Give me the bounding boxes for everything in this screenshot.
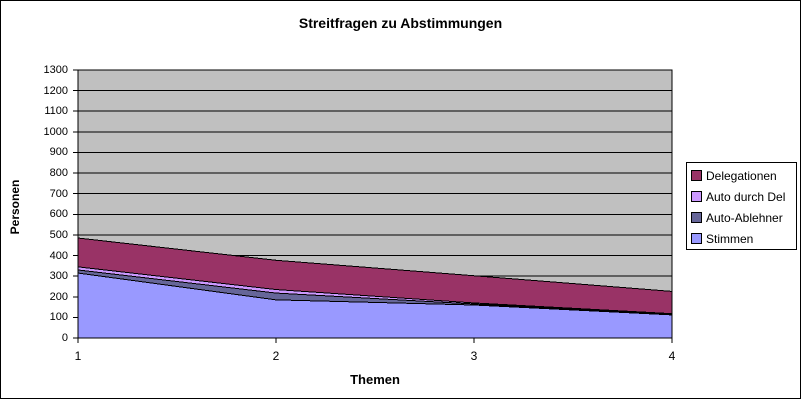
legend-item-delegationen: Delegationen — [691, 165, 796, 186]
legend-item-stimmen: Stimmen — [691, 228, 796, 249]
legend-item-auto-ablehner: Auto-Ablehner — [691, 207, 796, 228]
legend-label-delegationen: Delegationen — [706, 168, 777, 183]
y-axis-tick-label: 900 — [49, 146, 68, 159]
y-axis-tick-label: 200 — [49, 290, 68, 303]
y-axis-tick-label: 1000 — [43, 125, 68, 138]
y-axis-tick-label: 100 — [49, 311, 68, 324]
legend-swatch-stimmen — [691, 233, 702, 244]
y-axis-tick-label: 0 — [61, 332, 68, 344]
y-axis-tick-label: 1300 — [43, 64, 68, 76]
plot-border — [77, 69, 673, 339]
y-axis-tick-label: 500 — [49, 228, 68, 241]
x-axis-tick-label: 1 — [74, 349, 82, 363]
y-axis-tick-label: 700 — [49, 187, 68, 200]
legend-label-auto-durch-del: Auto durch Del — [706, 189, 786, 204]
x-axis-title: Themen — [350, 372, 400, 387]
y-axis-tick-label: 600 — [49, 208, 68, 221]
y-axis-tick-label: 400 — [49, 249, 68, 262]
legend-label-stimmen: Stimmen — [706, 231, 754, 246]
x-axis-tick-label: 2 — [272, 349, 280, 363]
legend-label-auto-ablehner: Auto-Ablehner — [706, 210, 783, 225]
legend-item-auto-durch-del: Auto durch Del — [691, 186, 796, 207]
x-axis-tick-label: 4 — [668, 349, 676, 363]
legend-swatch-auto-ablehner — [691, 212, 702, 223]
x-axis-tick-label: 3 — [470, 349, 478, 363]
y-axis-tick-label: 300 — [49, 270, 68, 283]
legend-swatch-auto-durch-del — [691, 191, 702, 202]
y-axis-tick-label: 1200 — [43, 84, 68, 97]
legend: Delegationen Auto durch Del Auto-Ablehne… — [686, 162, 797, 250]
legend-swatch-delegationen — [691, 170, 702, 181]
y-axis-tick-label: 800 — [49, 167, 68, 180]
chart-title: Streitfragen zu Abstimmungen — [298, 15, 503, 31]
y-axis-tick-label: 1100 — [44, 105, 68, 118]
